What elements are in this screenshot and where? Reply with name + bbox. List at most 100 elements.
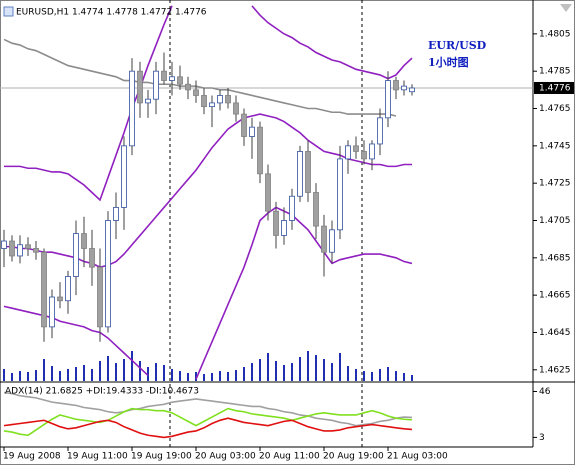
candle-body — [273, 210, 279, 236]
candle-body — [113, 207, 119, 221]
y-tick-label: 1.4725 — [539, 179, 571, 189]
candle-body — [177, 76, 183, 85]
adx-title: ADX(14) 21.6825 +DI:19.4333 -DI:10.4673 — [5, 387, 199, 397]
volume-bar — [67, 369, 69, 381]
annotation: EUR/USD — [428, 39, 487, 52]
volume-bar — [75, 367, 77, 381]
candle-body — [297, 151, 303, 197]
volume-bar — [411, 375, 413, 381]
volume-bar — [403, 373, 405, 381]
candle-body — [17, 244, 23, 257]
overlay-line — [3, 38, 397, 117]
x-tick-label: 21 Aug 03:00 — [387, 452, 448, 462]
annotation: 1小时图 — [428, 55, 469, 69]
candle-body — [281, 220, 287, 236]
candle-body — [65, 276, 71, 302]
adx-panel — [3, 391, 413, 439]
y-tick-label: 1.4645 — [539, 328, 571, 338]
volume-bar — [339, 353, 341, 381]
candle-body — [25, 244, 31, 249]
y-tick-label: 1.4745 — [539, 141, 571, 151]
candle-body — [201, 95, 207, 108]
candle-body — [97, 266, 103, 328]
volume-bar — [59, 371, 61, 381]
candle-body — [233, 102, 239, 115]
indicator-line — [3, 407, 413, 437]
candle-body — [321, 225, 327, 253]
volume-bar — [195, 372, 197, 381]
volume-bar — [299, 357, 301, 381]
candle-body — [121, 145, 127, 208]
volume-bar — [139, 361, 141, 381]
candle-body — [257, 126, 263, 175]
y-tick-label: 1.4805 — [539, 29, 571, 39]
volume-bar — [131, 351, 133, 381]
candle-body — [49, 296, 55, 328]
indicator-line — [3, 417, 413, 439]
candle-body — [73, 233, 79, 277]
volume-bar — [283, 365, 285, 381]
volume-bar — [163, 365, 165, 381]
volume-bar — [267, 353, 269, 381]
candle-body — [305, 151, 311, 193]
indicator-line — [3, 391, 413, 427]
candle-body — [345, 145, 351, 160]
candle-body — [169, 76, 175, 81]
candle-body — [241, 113, 247, 137]
candle-body — [289, 195, 295, 221]
y-tick-label: 1.4665 — [539, 291, 571, 301]
y-tick-label: 1.4705 — [539, 216, 571, 226]
candle-body — [249, 126, 255, 137]
volume-bar — [259, 359, 261, 381]
last-price-box — [534, 81, 574, 94]
x-tick-label: 20 Aug 03:00 — [195, 452, 256, 462]
volume-bar — [323, 359, 325, 381]
volume-bar — [115, 363, 117, 381]
volume-bar — [123, 359, 125, 381]
volume-bar — [371, 372, 373, 381]
y-tick-label: 1.4765 — [539, 104, 571, 114]
candle-body — [137, 70, 143, 104]
volume-bar — [51, 366, 53, 381]
volume-bar — [355, 369, 357, 381]
volume-bar — [331, 363, 333, 381]
volume-bar — [363, 371, 365, 381]
symbol-icon — [3, 6, 14, 17]
volume-bar — [203, 374, 205, 381]
volume-bar — [107, 356, 109, 381]
volume-bar — [379, 369, 381, 381]
candle-body — [353, 145, 359, 152]
candle-body — [361, 151, 367, 160]
candle-body — [225, 95, 231, 104]
volume-bar — [275, 361, 277, 381]
x-tick-label: 20 Aug 19:00 — [323, 452, 384, 462]
volume-bar — [27, 372, 29, 381]
y-tick-label: 1.4625 — [539, 365, 571, 375]
y-tick-label: 1.4685 — [539, 253, 571, 263]
candle-body — [209, 102, 215, 108]
candle-body — [105, 220, 111, 328]
volume-bar — [11, 373, 13, 381]
volume-bar — [179, 371, 181, 381]
candle-body — [337, 158, 343, 231]
last-price-label: 1.4776 — [539, 83, 571, 93]
overlay-line — [3, 206, 413, 380]
chart-title: EURUSD,H1 1.4774 1.4778 1.4772 1.4776 — [16, 8, 207, 18]
x-tick-label: 20 Aug 11:00 — [259, 452, 320, 462]
candle-body — [193, 89, 199, 96]
volume-bar — [307, 351, 309, 381]
volume-bar — [251, 363, 253, 381]
volume-bar — [219, 371, 221, 381]
volume-bar — [35, 370, 37, 381]
volume-bar — [147, 367, 149, 381]
volume-bar — [171, 369, 173, 381]
candle-body — [409, 87, 415, 93]
volume-bar — [43, 359, 45, 381]
volume-bar — [83, 365, 85, 381]
volume-bar — [155, 363, 157, 381]
candle-body — [81, 233, 87, 249]
volume-bar — [243, 367, 245, 381]
candle-body — [377, 117, 383, 145]
candle-body — [145, 98, 151, 104]
volume-bar — [315, 355, 317, 381]
